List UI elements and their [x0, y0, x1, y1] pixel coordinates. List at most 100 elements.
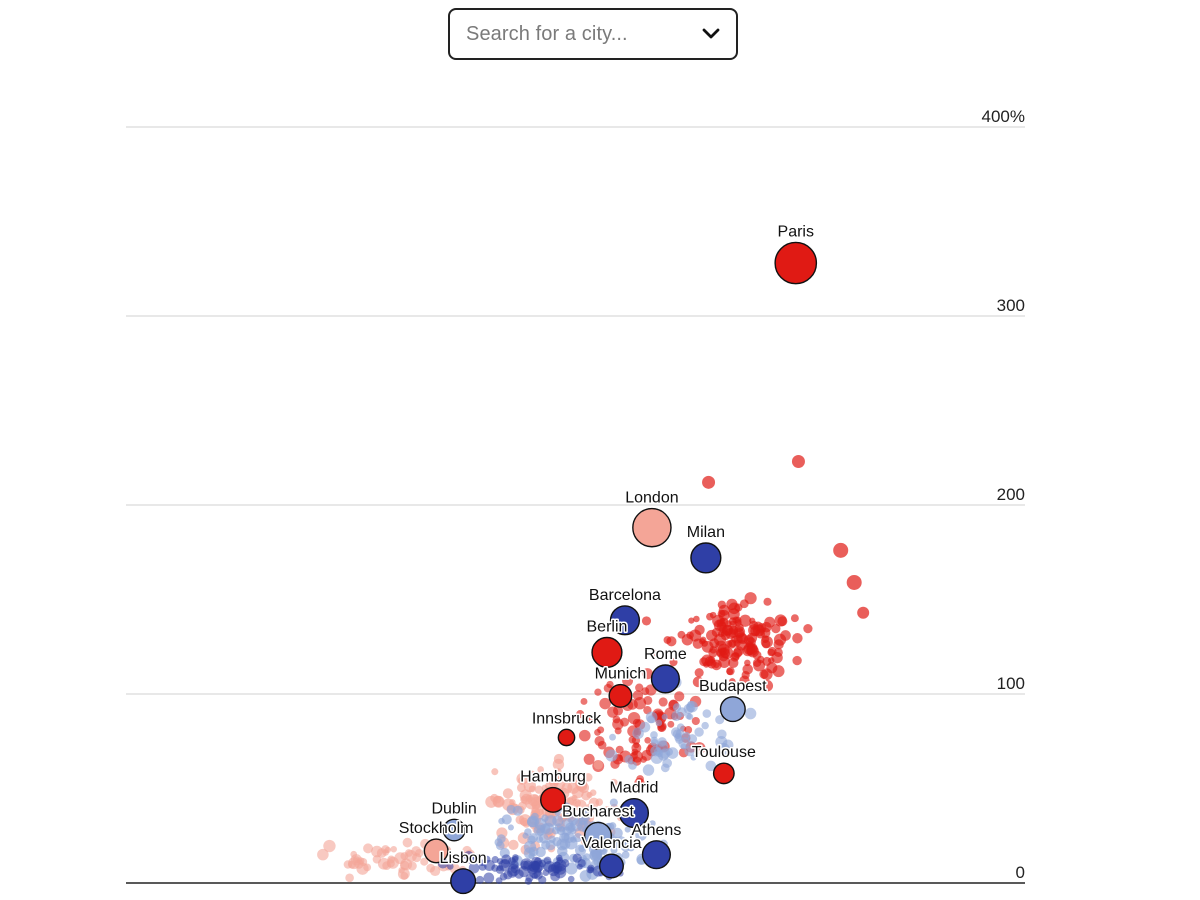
chevron-down-icon[interactable]	[700, 23, 722, 45]
city-point[interactable]	[741, 670, 750, 680]
city-point[interactable]	[694, 668, 704, 678]
city-point[interactable]	[792, 655, 802, 666]
city-point[interactable]	[572, 798, 581, 808]
city-point-bucharest[interactable]	[583, 821, 613, 850]
city-point[interactable]	[756, 655, 765, 664]
city-point[interactable]	[420, 857, 429, 866]
city-point[interactable]	[643, 696, 653, 705]
city-point[interactable]	[739, 614, 752, 627]
city-point[interactable]	[702, 709, 712, 718]
city-point[interactable]	[667, 720, 675, 728]
city-point-madrid[interactable]	[618, 797, 650, 829]
city-point[interactable]	[510, 865, 519, 874]
city-point[interactable]	[580, 697, 588, 705]
city-point-berlin[interactable]	[591, 636, 623, 669]
city-point[interactable]	[684, 746, 695, 757]
city-point[interactable]	[565, 837, 578, 850]
city-point[interactable]	[483, 872, 495, 884]
city-point-stockholm[interactable]	[423, 838, 449, 864]
city-point[interactable]	[688, 617, 695, 624]
city-point[interactable]	[583, 773, 593, 782]
city-point[interactable]	[483, 859, 495, 871]
city-point[interactable]	[645, 711, 658, 724]
city-point[interactable]	[323, 839, 336, 853]
city-point[interactable]	[803, 624, 813, 634]
city-point[interactable]	[649, 820, 656, 827]
city-point[interactable]	[718, 604, 730, 616]
city-point[interactable]	[552, 758, 565, 771]
city-point[interactable]	[701, 640, 714, 653]
city-point[interactable]	[791, 455, 805, 469]
city-point[interactable]	[400, 858, 413, 871]
city-point[interactable]	[581, 790, 591, 801]
city-point[interactable]	[583, 753, 595, 765]
city-point[interactable]	[661, 713, 668, 720]
city-point[interactable]	[768, 657, 775, 664]
city-point[interactable]	[739, 599, 749, 609]
city-point[interactable]	[475, 875, 484, 884]
city-point[interactable]	[733, 646, 744, 657]
city-point[interactable]	[746, 645, 759, 658]
city-point[interactable]	[382, 861, 392, 871]
city-point[interactable]	[603, 806, 611, 814]
city-point[interactable]	[576, 710, 585, 719]
city-point[interactable]	[693, 742, 706, 755]
city-point[interactable]	[677, 630, 686, 639]
city-point[interactable]	[561, 818, 574, 831]
city-point[interactable]	[530, 812, 539, 821]
city-point[interactable]	[663, 636, 672, 644]
city-point[interactable]	[641, 668, 653, 680]
city-point[interactable]	[466, 854, 477, 865]
city-point[interactable]	[744, 659, 751, 667]
city-point[interactable]	[496, 834, 506, 844]
city-point[interactable]	[567, 781, 580, 794]
city-point[interactable]	[728, 678, 736, 685]
city-point[interactable]	[502, 788, 514, 799]
city-point[interactable]	[631, 748, 639, 756]
city-point[interactable]	[857, 606, 870, 619]
city-point[interactable]	[675, 728, 685, 738]
city-point[interactable]	[508, 839, 519, 851]
city-point[interactable]	[635, 683, 644, 692]
city-point[interactable]	[528, 846, 539, 857]
city-point[interactable]	[615, 745, 624, 754]
city-point[interactable]	[525, 794, 533, 802]
city-point[interactable]	[674, 691, 685, 702]
city-point[interactable]	[599, 697, 611, 710]
city-point[interactable]	[588, 714, 596, 722]
city-point[interactable]	[702, 475, 716, 489]
city-point-paris[interactable]	[774, 241, 818, 285]
city-point-rome[interactable]	[650, 664, 680, 694]
city-point[interactable]	[684, 726, 693, 734]
city-point[interactable]	[317, 848, 329, 861]
city-point[interactable]	[761, 680, 774, 692]
city-point[interactable]	[722, 739, 734, 751]
city-point-milan[interactable]	[690, 542, 722, 574]
city-point[interactable]	[446, 863, 454, 870]
city-point[interactable]	[669, 658, 678, 667]
city-point-toulouse[interactable]	[712, 762, 735, 785]
city-point[interactable]	[632, 690, 644, 701]
city-point[interactable]	[613, 705, 624, 716]
city-point[interactable]	[495, 877, 503, 884]
city-point[interactable]	[594, 729, 601, 736]
city-point[interactable]	[744, 707, 757, 720]
city-point[interactable]	[627, 711, 641, 725]
city-point[interactable]	[567, 875, 575, 883]
city-point[interactable]	[774, 614, 787, 627]
city-point[interactable]	[731, 635, 739, 643]
city-point[interactable]	[610, 778, 618, 787]
city-point[interactable]	[790, 614, 799, 623]
city-point[interactable]	[585, 806, 595, 816]
city-point[interactable]	[397, 867, 410, 880]
city-point[interactable]	[609, 798, 618, 807]
city-point[interactable]	[371, 845, 383, 858]
city-point[interactable]	[687, 734, 698, 744]
city-point[interactable]	[745, 637, 756, 648]
city-point[interactable]	[760, 635, 773, 649]
city-point[interactable]	[593, 760, 603, 770]
city-point[interactable]	[644, 737, 651, 744]
city-point[interactable]	[641, 616, 652, 626]
city-point[interactable]	[833, 542, 849, 558]
city-point[interactable]	[576, 781, 588, 792]
